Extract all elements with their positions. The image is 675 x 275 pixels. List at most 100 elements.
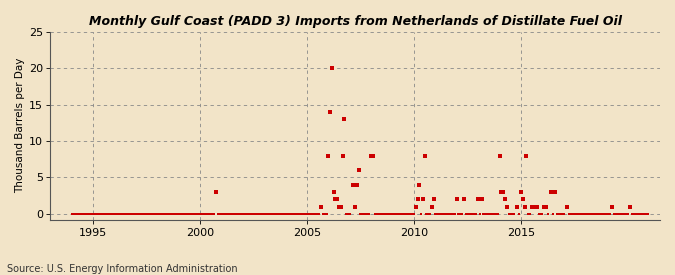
Point (512, 204, 522, 209)
Point (453, 212, 464, 216)
Point (107, 212, 118, 216)
Point (237, 212, 248, 216)
Point (300, 212, 310, 216)
Point (516, 190, 526, 194)
Point (620, 212, 631, 216)
Point (642, 212, 653, 216)
Text: Source: U.S. Energy Information Administration: Source: U.S. Energy Information Administ… (7, 264, 238, 274)
Point (227, 212, 238, 216)
Point (209, 212, 219, 216)
Point (455, 212, 466, 216)
Point (482, 212, 493, 216)
Point (150, 212, 161, 216)
Point (213, 212, 223, 216)
Point (412, 197, 423, 202)
Point (364, 212, 375, 216)
Point (75, 212, 86, 216)
Point (472, 197, 483, 202)
Point (616, 212, 626, 216)
Point (269, 212, 280, 216)
Point (151, 212, 162, 216)
Point (189, 212, 200, 216)
Point (494, 153, 505, 158)
Point (614, 212, 624, 216)
Point (348, 183, 359, 187)
Point (558, 212, 569, 216)
Point (281, 212, 292, 216)
Point (103, 212, 114, 216)
Point (410, 204, 421, 209)
Point (207, 212, 217, 216)
Point (352, 183, 362, 187)
Point (578, 212, 589, 216)
Point (547, 212, 558, 216)
Point (601, 212, 612, 216)
Point (610, 212, 621, 216)
Point (628, 212, 639, 216)
Point (251, 212, 262, 216)
Point (285, 212, 296, 216)
Point (612, 212, 622, 216)
Point (137, 212, 148, 216)
Point (591, 212, 601, 216)
Point (294, 212, 305, 216)
Point (114, 212, 125, 216)
Point (198, 212, 209, 216)
Point (566, 212, 576, 216)
Point (105, 212, 116, 216)
Point (211, 190, 221, 194)
Point (164, 212, 175, 216)
Point (373, 212, 384, 216)
Point (128, 212, 139, 216)
Point (232, 212, 243, 216)
Point (626, 212, 637, 216)
Point (450, 212, 460, 216)
Point (369, 212, 380, 216)
Point (430, 212, 441, 216)
Point (77, 212, 88, 216)
Point (396, 212, 407, 216)
Point (162, 212, 173, 216)
Point (119, 212, 130, 216)
Point (266, 212, 277, 216)
Point (236, 212, 246, 216)
Point (167, 212, 178, 216)
Point (433, 212, 444, 216)
Point (127, 212, 138, 216)
Point (242, 212, 253, 216)
Point (517, 197, 528, 202)
Point (216, 212, 227, 216)
Point (423, 212, 433, 216)
Point (480, 212, 491, 216)
Point (382, 212, 393, 216)
Point (339, 117, 350, 122)
Point (100, 212, 111, 216)
Point (205, 212, 215, 216)
Point (310, 212, 321, 216)
Point (328, 190, 339, 194)
Point (278, 212, 289, 216)
Point (261, 212, 271, 216)
Point (366, 153, 377, 158)
Point (159, 212, 169, 216)
Point (456, 212, 467, 216)
Point (187, 212, 198, 216)
Point (419, 153, 430, 158)
Point (287, 212, 298, 216)
Point (505, 212, 516, 216)
Point (500, 197, 510, 202)
Point (239, 212, 250, 216)
Point (323, 153, 333, 158)
Point (585, 212, 596, 216)
Point (592, 212, 603, 216)
Point (144, 212, 155, 216)
Point (596, 212, 607, 216)
Point (617, 212, 628, 216)
Point (524, 212, 535, 216)
Point (259, 212, 269, 216)
Point (171, 212, 182, 216)
Point (606, 204, 617, 209)
Point (130, 212, 141, 216)
Point (539, 204, 549, 209)
Point (304, 212, 315, 216)
